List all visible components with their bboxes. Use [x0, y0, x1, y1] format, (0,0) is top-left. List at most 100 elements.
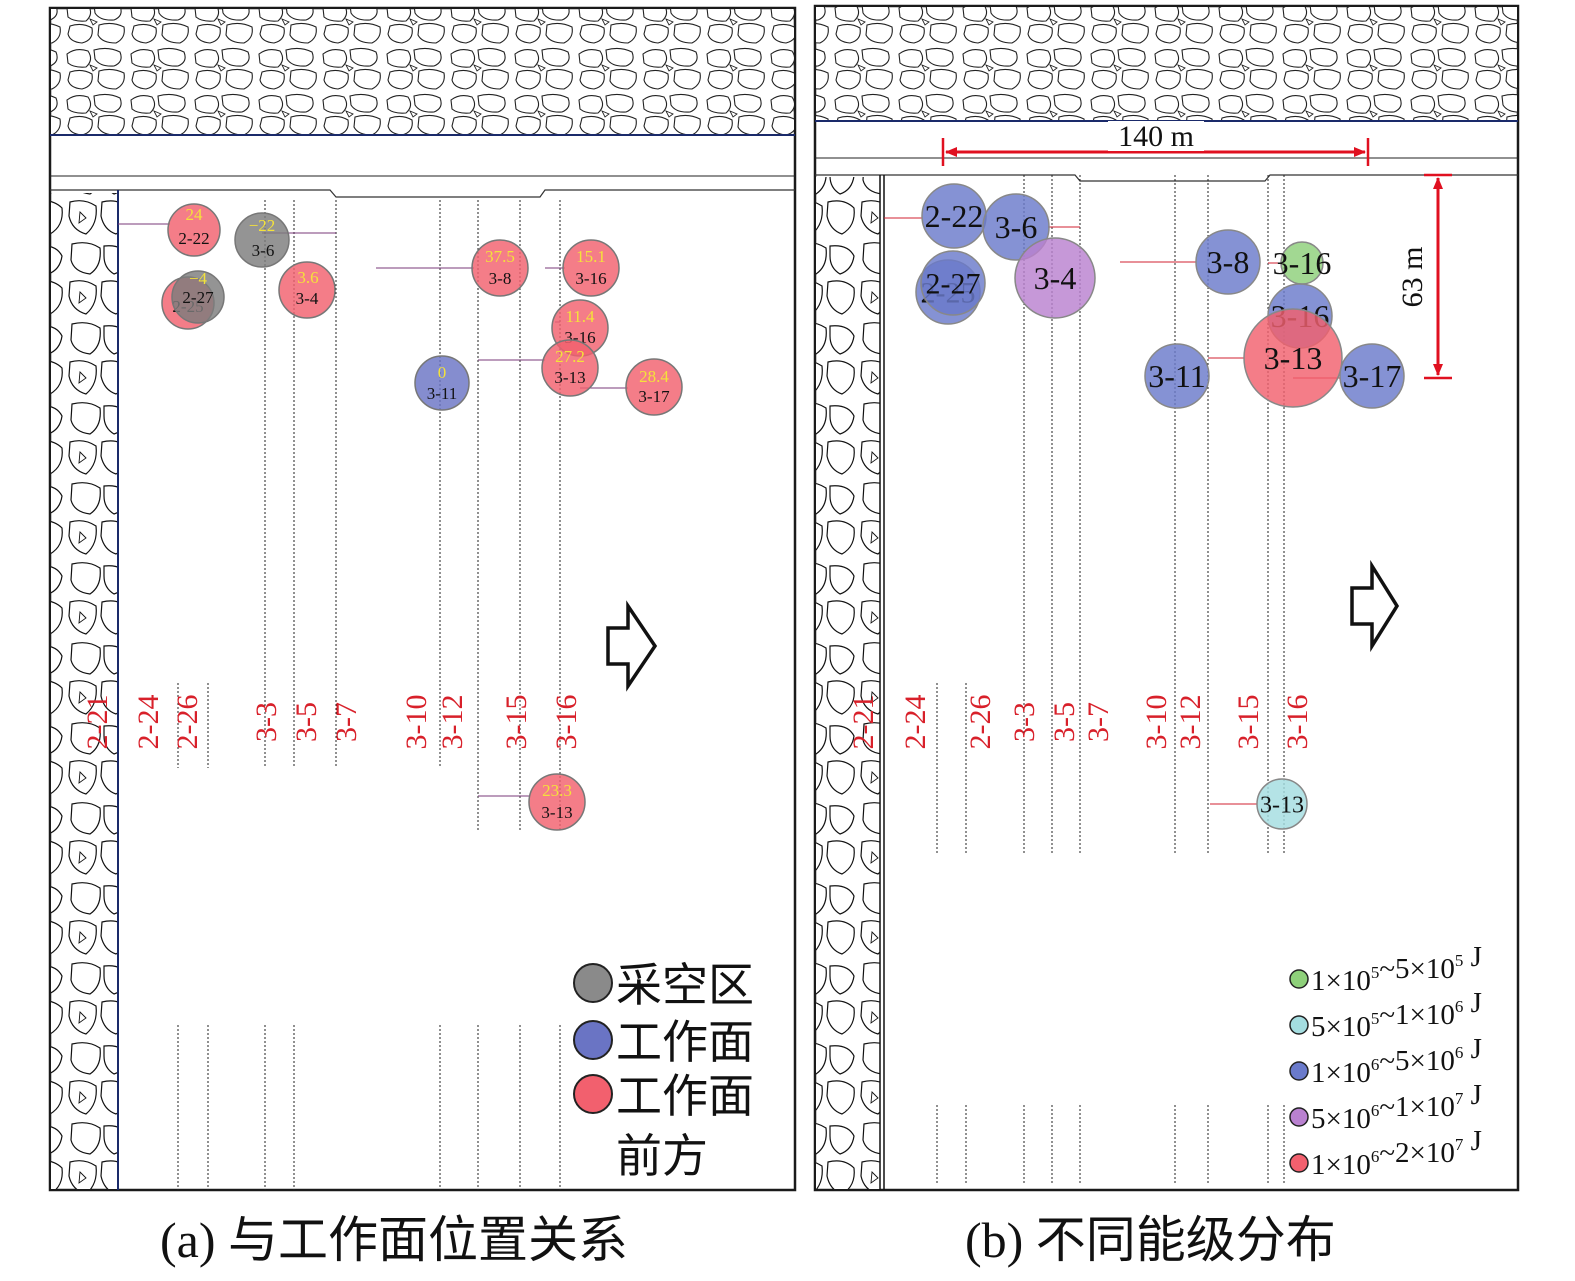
event-label: 2-22: [178, 229, 209, 248]
panel-b: 2-21 2-24 2-26 3-3 3-5 3-7 3-10 3-12 3-15 3-16 2-…: [813, 4, 1520, 1192]
panel-b-overburden: [816, 7, 1517, 121]
legend-goaf-label: 采空区: [616, 960, 754, 1011]
event-label: 3-8: [489, 269, 512, 288]
panel-b-event-bubbles: 2-223-62-252-273-43-83-163-163-133-113-1…: [915, 183, 1405, 830]
roadway-label: 2-24: [899, 695, 932, 750]
legend-goaf-swatch: [573, 963, 613, 1003]
legend-front-label: 工作面: [616, 1071, 754, 1122]
panel-a: 2-21 2-24 2-26 3-3 3-5 3-7 3-10 3-12 3-15 3-16 24…: [48, 6, 797, 1192]
panel-b-roadway-labels: 2-21 2-24 2-26 3-3 3-5 3-7 3-10 3-12 3-15 3-16: [847, 695, 1314, 750]
roadway-label: 3-7: [330, 702, 363, 742]
legend-face-label: 工作面: [616, 1017, 754, 1068]
event-bubble-c3: [982, 193, 1050, 261]
roadway-label: 3-16: [1281, 695, 1314, 750]
event-bubble-front: [167, 203, 221, 257]
event-label: 2-27: [926, 268, 981, 301]
legend-swatch: [1289, 1107, 1309, 1127]
dimension-horizontal: 140 m: [941, 120, 1370, 166]
event-bubble-c2: [1256, 778, 1308, 830]
event-value: −22: [249, 216, 276, 235]
event-bubble-face: [414, 355, 470, 411]
dimension-horizontal-label: 140 m: [1118, 120, 1194, 153]
caption-b: (b) 不同能级分布: [965, 1212, 1336, 1268]
dimension-vertical-label: 63 m: [1396, 247, 1429, 308]
event-value: 15.1: [576, 247, 606, 266]
panel-b-legend: 1×105~5×105 J5×105~1×106 J1×106~5×106 J5…: [1289, 941, 1482, 1181]
event-label: 3-16: [575, 269, 606, 288]
roadway-label: 2-26: [171, 695, 204, 750]
event-bubble-front: [471, 239, 529, 297]
legend-label: 5×105~1×106 J: [1311, 987, 1482, 1043]
roadway-label: 3-7: [1082, 702, 1115, 742]
event-bubble-c5: [1243, 308, 1343, 408]
event-label: 3-4: [296, 289, 319, 308]
event-value: 11.4: [565, 307, 595, 326]
advance-arrow-icon: [606, 600, 658, 692]
roadway-label: 3-12: [436, 695, 469, 750]
roadway-label: 3-3: [1008, 702, 1041, 742]
event-label: 3-13: [554, 368, 585, 387]
event-bubble-goaf: [234, 212, 290, 268]
caption-a: (a) 与工作面位置关系: [160, 1212, 628, 1268]
event-label: 3-13: [1264, 340, 1323, 376]
event-label: 3-6: [995, 209, 1038, 245]
event-value: 23.3: [542, 781, 572, 800]
panel-a-roadway-labels: 2-21 2-24 2-26 3-3 3-5 3-7 3-10 3-12 3-15 3-16: [81, 695, 583, 750]
event-label: 3-4: [1034, 260, 1077, 296]
panel-a-legend: 采空区 工作面 工作面 前方: [573, 960, 754, 1182]
event-bubble-front: [528, 773, 586, 831]
event-value: 27.2: [555, 347, 585, 366]
roadway-label: 2-21: [81, 695, 114, 750]
event-label: 3-11: [427, 384, 458, 403]
event-bubble-c3: [920, 250, 986, 316]
roadway-label: 3-12: [1174, 695, 1207, 750]
legend-label: 1×106~2×107 J: [1311, 1125, 1482, 1181]
panel-b-working-face: [815, 174, 1518, 182]
legend-front-swatch: [573, 1074, 613, 1114]
roadway-label: 3-16: [550, 695, 583, 750]
roadway-label: 2-21: [847, 695, 880, 750]
roadway-label: 3-5: [290, 702, 323, 742]
event-label: 3-13: [541, 803, 572, 822]
event-label: 2-22: [925, 198, 984, 234]
event-value: −4: [189, 269, 208, 288]
event-bubble-front: [278, 261, 336, 319]
event-label: 3-6: [252, 241, 275, 260]
legend-swatch: [1289, 1153, 1309, 1173]
panel-b-goaf-rock: [816, 177, 880, 1189]
roadway-label: 3-15: [1232, 695, 1265, 750]
event-bubble-goaf: [171, 270, 225, 324]
event-bubble-c4: [1014, 237, 1096, 319]
legend-face-swatch: [573, 1020, 613, 1060]
roadway-label: 2-26: [964, 695, 997, 750]
panel-a-working-face: [50, 189, 795, 198]
event-label: 3-11: [1148, 358, 1205, 394]
event-label: 3-13: [1260, 792, 1304, 818]
event-bubble-front: [562, 239, 620, 297]
event-label: 3-17: [1343, 358, 1402, 394]
event-bubble-c3: [1144, 343, 1210, 409]
event-value: 37.5: [485, 247, 515, 266]
legend-label: 5×106~1×107 J: [1311, 1079, 1482, 1135]
panel-a-overburden: [51, 9, 794, 135]
legend-label: 1×106~5×106 J: [1311, 1033, 1482, 1089]
event-value: 28.4: [639, 367, 669, 386]
legend-swatch: [1289, 1061, 1309, 1081]
roadway-label: 2-24: [132, 695, 165, 750]
roadway-label: 3-5: [1048, 702, 1081, 742]
roadway-label: 3-15: [500, 695, 533, 750]
roadway-label: 3-10: [1140, 695, 1173, 750]
dimension-vertical: 63 m: [1396, 173, 1452, 380]
legend-label: 1×105~5×105 J: [1311, 941, 1482, 997]
legend-swatch: [1289, 1015, 1309, 1035]
roadway-label: 3-3: [250, 702, 283, 742]
event-value: 3.6: [297, 268, 318, 287]
event-label: 2-27: [182, 288, 214, 307]
legend-front-label-2: 前方: [616, 1131, 708, 1182]
advance-arrow-icon-b: [1350, 559, 1400, 653]
event-label: 3-8: [1207, 244, 1250, 280]
roadway-label: 3-10: [400, 695, 433, 750]
event-bubble-front: [541, 339, 599, 397]
event-value: 24: [186, 205, 204, 224]
